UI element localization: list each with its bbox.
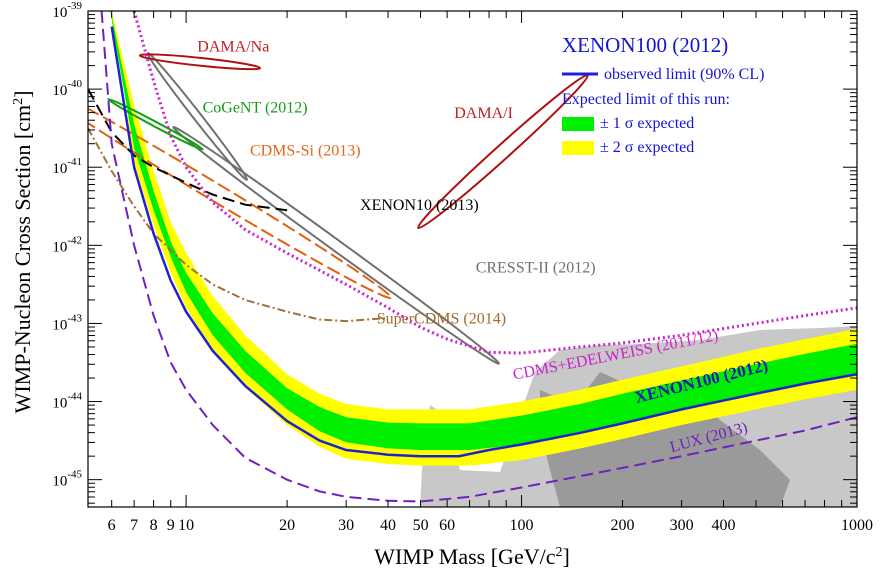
- y-tick-label: 10-39: [52, 0, 82, 21]
- x-tick-label: 40: [380, 517, 396, 534]
- cresst-region-2: [172, 125, 500, 365]
- x-tick-label: 9: [167, 517, 175, 534]
- plot-frame: [87, 10, 858, 508]
- x-tick-label: 400: [712, 517, 736, 534]
- y-axis-label: WIMP-Nucleon Cross Section [cm2]: [10, 91, 35, 414]
- y-tick-label: 10-42: [52, 234, 82, 255]
- label-cdmssi: CDMS-Si (2013): [250, 143, 361, 160]
- signal-regions: [88, 51, 589, 365]
- legend-sigma2-swatch: [562, 141, 594, 155]
- x-tick-label: 60: [439, 517, 455, 534]
- legend-observed-label: observed limit (90% CL): [604, 66, 764, 83]
- supercdms-curve: [88, 127, 389, 323]
- x-tick-label: 50: [413, 517, 429, 534]
- lux-curve: [100, 11, 857, 503]
- legend-title: XENON100 (2012): [562, 33, 728, 57]
- label-xenon10: XENON10 (2013): [360, 197, 479, 214]
- label-cresst: CRESST-II (2012): [476, 260, 596, 277]
- axes: 6 7 8 9 10 20 30 40 50 60 100 200 300 400 1000 10-39 10-…: [52, 0, 873, 534]
- legend-sigma2-label: ± 2 σ expected: [600, 139, 694, 156]
- y-tick-label: 10-43: [52, 312, 82, 333]
- x-tick-label: 7: [130, 517, 138, 534]
- x-tick-label: 30: [338, 517, 354, 534]
- cdms-edelweiss-curve: [132, 11, 857, 355]
- y-tick-label: 10-44: [52, 391, 82, 412]
- xenon10-curve: [88, 88, 288, 212]
- x-tick-label: 200: [611, 517, 635, 534]
- label-supercdms: SuperCDMS (2014): [377, 310, 506, 327]
- y-tick-label: 10-41: [52, 156, 82, 177]
- y-tick-label: 10-40: [52, 78, 82, 99]
- limit-curves: [88, 11, 857, 503]
- x-tick-label: 10: [178, 517, 194, 534]
- legend-sigma1-label: ± 1 σ expected: [600, 115, 694, 132]
- cogent-region: [106, 97, 204, 151]
- x-tick-label: 300: [670, 517, 694, 534]
- y-tick-label: 10-45: [52, 469, 82, 490]
- dama-na-region: [138, 53, 262, 71]
- legend-expected-header: Expected limit of this run:: [562, 91, 730, 108]
- legend: XENON100 (2012) observed limit (90% CL) …: [562, 33, 764, 156]
- x-tick-label: 1000: [841, 517, 873, 534]
- x-tick-label: 20: [279, 517, 295, 534]
- x-axis-label: WIMP Mass [GeV/c2]: [374, 544, 570, 569]
- x-tick-label: 100: [510, 517, 534, 534]
- xenon100-observed-curve: [110, 26, 857, 458]
- cresst-region-1: [146, 51, 248, 181]
- label-damana: DAMA/Na: [197, 39, 269, 56]
- label-damai: DAMA/I: [454, 105, 513, 122]
- legend-sigma1-swatch: [562, 117, 594, 131]
- cdms-si-region: [88, 82, 392, 300]
- label-cogent: CoGeNT (2012): [203, 100, 308, 117]
- x-tick-label: 6: [108, 517, 116, 534]
- x-tick-label: 8: [150, 517, 158, 534]
